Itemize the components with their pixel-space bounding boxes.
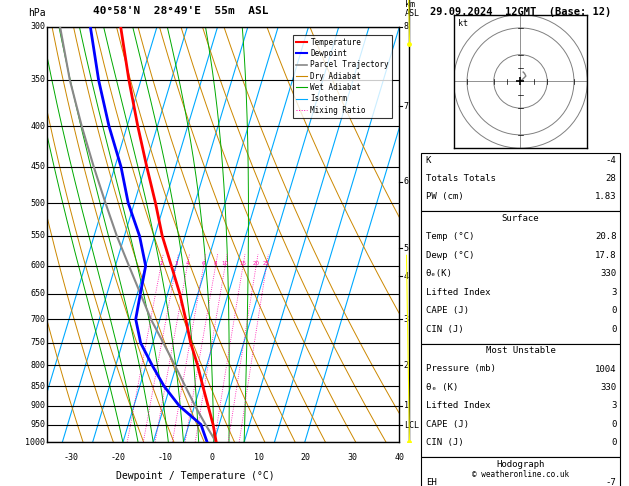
Text: 600: 600 [30,261,45,270]
Text: 550: 550 [30,231,45,241]
Text: 1004: 1004 [595,364,616,374]
Text: PW (cm): PW (cm) [426,192,464,202]
Text: 20.8: 20.8 [595,232,616,242]
Text: 25: 25 [263,261,270,266]
Text: 330: 330 [600,269,616,278]
Text: 2: 2 [159,261,163,266]
Text: 4: 4 [404,272,409,280]
Text: Dewpoint / Temperature (°C): Dewpoint / Temperature (°C) [116,471,274,481]
Text: 3: 3 [404,314,409,324]
Text: 4: 4 [186,261,189,266]
Text: Mixing Ratio (g/kg): Mixing Ratio (g/kg) [430,187,439,282]
Text: Temp (°C): Temp (°C) [426,232,474,242]
Text: 28: 28 [606,174,616,183]
Text: θₑ (K): θₑ (K) [426,383,458,392]
Text: CAPE (J): CAPE (J) [426,306,469,315]
Text: -20: -20 [110,452,125,462]
Text: 1.83: 1.83 [595,192,616,202]
Text: Lifted Index: Lifted Index [426,401,491,411]
Text: 450: 450 [30,162,45,171]
Text: 1000: 1000 [25,438,45,447]
Text: 5: 5 [404,244,409,253]
Text: 10: 10 [253,452,264,462]
Text: 40: 40 [394,452,404,462]
Text: -10: -10 [157,452,172,462]
Text: 950: 950 [30,420,45,429]
Text: km
ASL: km ASL [404,0,420,18]
Text: K: K [426,156,431,165]
Text: 850: 850 [30,382,45,391]
Text: 3: 3 [174,261,178,266]
Text: Dewp (°C): Dewp (°C) [426,251,474,260]
Text: Surface: Surface [502,214,539,223]
Text: 2: 2 [404,361,409,370]
Text: 30: 30 [347,452,357,462]
Text: -7: -7 [606,478,616,486]
Text: 20: 20 [301,452,311,462]
Text: 330: 330 [600,383,616,392]
Text: 0: 0 [611,438,616,448]
Text: CIN (J): CIN (J) [426,438,464,448]
Text: 900: 900 [30,401,45,410]
Text: 0: 0 [611,420,616,429]
Text: 20: 20 [253,261,260,266]
Text: Totals Totals: Totals Totals [426,174,496,183]
Text: 650: 650 [30,289,45,298]
Text: -30: -30 [63,452,78,462]
Legend: Temperature, Dewpoint, Parcel Trajectory, Dry Adiabat, Wet Adiabat, Isotherm, Mi: Temperature, Dewpoint, Parcel Trajectory… [293,35,392,118]
Text: 8: 8 [214,261,218,266]
Text: 0: 0 [611,325,616,334]
Text: kt: kt [458,18,468,28]
Text: 0: 0 [209,452,214,462]
Text: Lifted Index: Lifted Index [426,288,491,297]
Text: 800: 800 [30,361,45,370]
Text: Most Unstable: Most Unstable [486,346,555,355]
Text: 10: 10 [221,261,228,266]
Text: 3: 3 [611,288,616,297]
Text: 0: 0 [611,306,616,315]
Text: 40°58'N  28°49'E  55m  ASL: 40°58'N 28°49'E 55m ASL [93,6,269,17]
Text: hPa: hPa [28,8,45,18]
Text: 1: 1 [404,401,409,410]
Text: θₑ(K): θₑ(K) [426,269,453,278]
Text: 15: 15 [240,261,247,266]
Text: 7: 7 [404,102,409,111]
Text: CAPE (J): CAPE (J) [426,420,469,429]
Text: Hodograph: Hodograph [496,460,545,469]
Text: 29.09.2024  12GMT  (Base: 12): 29.09.2024 12GMT (Base: 12) [430,7,611,17]
Text: CIN (J): CIN (J) [426,325,464,334]
Text: 750: 750 [30,338,45,347]
Text: © weatheronline.co.uk: © weatheronline.co.uk [472,469,569,479]
Text: EH: EH [426,478,437,486]
Text: 500: 500 [30,199,45,208]
Text: 3: 3 [611,401,616,411]
Text: 6: 6 [202,261,205,266]
Text: Pressure (mb): Pressure (mb) [426,364,496,374]
Text: LCL: LCL [404,421,419,430]
Text: 8: 8 [404,22,409,31]
Text: 300: 300 [30,22,45,31]
Text: 17.8: 17.8 [595,251,616,260]
Text: -4: -4 [606,156,616,165]
Text: 6: 6 [404,177,409,186]
Text: 400: 400 [30,122,45,131]
Text: 350: 350 [30,75,45,85]
Text: 700: 700 [30,314,45,324]
